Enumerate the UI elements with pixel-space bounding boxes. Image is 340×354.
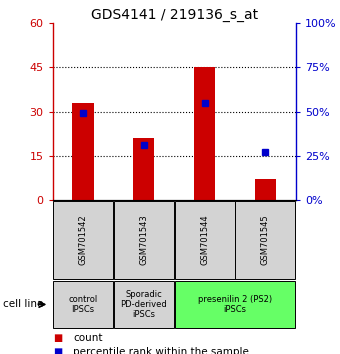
Text: GSM701542: GSM701542 bbox=[79, 215, 88, 265]
Bar bbox=[133, 138, 154, 200]
FancyBboxPatch shape bbox=[114, 281, 174, 328]
Text: presenilin 2 (PS2)
iPSCs: presenilin 2 (PS2) iPSCs bbox=[198, 295, 272, 314]
FancyBboxPatch shape bbox=[235, 201, 295, 279]
Bar bbox=[255, 179, 276, 200]
Text: Sporadic
PD-derived
iPSCs: Sporadic PD-derived iPSCs bbox=[120, 290, 167, 319]
Text: GSM701545: GSM701545 bbox=[261, 215, 270, 265]
Bar bbox=[72, 103, 94, 200]
FancyBboxPatch shape bbox=[53, 281, 113, 328]
Title: GDS4141 / 219136_s_at: GDS4141 / 219136_s_at bbox=[91, 8, 258, 22]
FancyBboxPatch shape bbox=[53, 201, 113, 279]
Text: count: count bbox=[73, 333, 103, 343]
Text: cell line: cell line bbox=[3, 299, 44, 309]
Text: GSM701544: GSM701544 bbox=[200, 215, 209, 265]
Text: GSM701543: GSM701543 bbox=[139, 215, 148, 265]
FancyBboxPatch shape bbox=[174, 281, 295, 328]
Text: control
IPSCs: control IPSCs bbox=[68, 295, 98, 314]
Bar bbox=[194, 67, 215, 200]
FancyBboxPatch shape bbox=[114, 201, 174, 279]
FancyBboxPatch shape bbox=[174, 201, 235, 279]
Text: percentile rank within the sample: percentile rank within the sample bbox=[73, 347, 249, 354]
Text: ■: ■ bbox=[53, 347, 62, 354]
Text: ■: ■ bbox=[53, 333, 62, 343]
